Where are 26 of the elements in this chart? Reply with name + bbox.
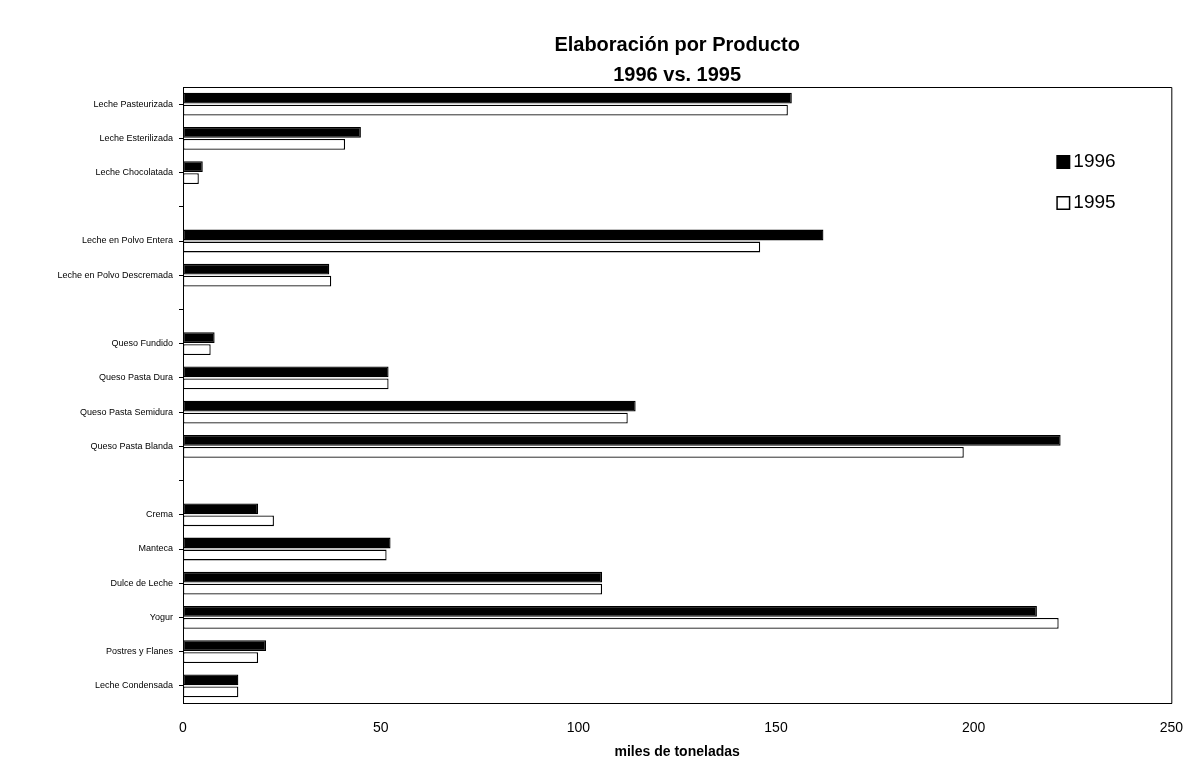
y-tick-label: Leche Condensada xyxy=(94,680,173,691)
y-tick-label: Queso Fundido xyxy=(111,338,173,349)
y-tick-label: Leche en Polvo Descremada xyxy=(57,269,173,280)
y-tick-label: Leche Chocolatada xyxy=(95,167,173,178)
x-tick-label: 50 xyxy=(372,719,389,736)
legend-label: 1996 xyxy=(1073,150,1116,172)
y-tick-label: Queso Pasta Blanda xyxy=(90,440,173,451)
x-tick-label: 100 xyxy=(566,719,591,736)
x-tick-label: 150 xyxy=(764,719,788,736)
y-tick-label: Queso Pasta Semidura xyxy=(79,406,173,417)
y-tick-label: Leche en Polvo Entera xyxy=(81,235,173,246)
y-tick-label: Dulce de Leche xyxy=(110,577,173,588)
x-tick-label: 0 xyxy=(179,719,188,736)
y-tick-label: Leche Pasteurizada xyxy=(93,98,173,109)
x-axis-title: miles de toneladas xyxy=(614,743,740,760)
x-tick-label: 250 xyxy=(1159,719,1184,736)
y-tick-label: Yogur xyxy=(149,611,173,622)
chart-subtitle: 1996 vs. 1995 xyxy=(613,62,742,85)
y-tick-label: Crema xyxy=(145,509,173,520)
y-tick-label: Manteca xyxy=(138,543,173,554)
legend-label: 1995 xyxy=(1073,191,1116,213)
y-tick-label: Leche Esterilizada xyxy=(99,132,173,143)
y-tick-label: Postres y Flanes xyxy=(105,646,174,657)
y-tick-label: Queso Pasta Dura xyxy=(98,372,173,383)
x-tick-label: 200 xyxy=(961,719,986,736)
chart-title: Elaboración por Producto xyxy=(554,32,800,55)
